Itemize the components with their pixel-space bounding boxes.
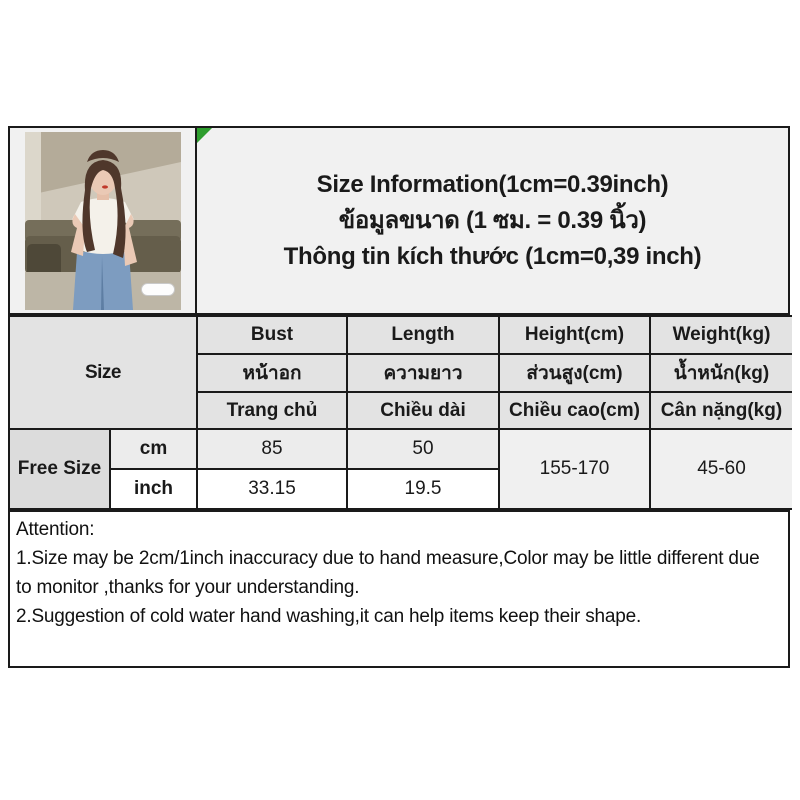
col-header-height-en: Height(cm) — [498, 315, 651, 355]
attention-heading: Attention: — [16, 519, 95, 540]
height-range-value: 155-170 — [498, 428, 651, 510]
attention-note-1: 1.Size may be 2cm/1inch inaccuracy due t… — [16, 548, 760, 598]
unit-label-cm: cm — [109, 428, 198, 470]
col-header-bust-th: หน้าอก — [197, 353, 348, 393]
col-header-height-th: ส่วนสูง(cm) — [498, 353, 651, 393]
length-inch-value: 19.5 — [346, 468, 499, 510]
bust-cm-value: 85 — [196, 428, 348, 470]
bust-inch-value: 33.15 — [196, 468, 348, 510]
attention-note-2: 2.Suggestion of cold water hand washing,… — [16, 606, 642, 627]
size-chart-panel: Size Information(1cm=0.39inch) ข้อมูลขนา… — [8, 126, 792, 668]
product-photo — [24, 131, 181, 310]
col-header-weight-th: น้ำหนัก(kg) — [649, 353, 792, 393]
unit-label-inch: inch — [110, 468, 198, 510]
green-corner-marker-icon — [197, 128, 212, 143]
weight-range-value: 45-60 — [649, 428, 792, 510]
title-thai: ข้อมูลขนาด (1 ซม. = 0.39 นิ้ว) — [338, 206, 647, 234]
col-header-length-vi: Chiều dài — [346, 391, 500, 430]
col-header-length-en: Length — [346, 315, 500, 355]
size-table: Size Bust Length Height(cm) Weight(kg) ห… — [10, 315, 792, 510]
title-vietnamese: Thông tin kích thước (1cm=0,39 inch) — [283, 242, 702, 270]
col-header-weight-en: Weight(kg) — [649, 315, 792, 355]
product-photo-cell — [10, 128, 197, 313]
row-label-free-size: Free Size — [10, 428, 111, 510]
col-header-length-th: ความยาว — [346, 353, 500, 393]
size-header-cell: Size — [10, 315, 198, 430]
col-header-weight-vi: Cân nặng(kg) — [649, 391, 792, 430]
attention-section: Attention: 1.Size may be 2cm/1inch inacc… — [10, 510, 788, 666]
col-header-bust-vi: Trang chủ — [197, 391, 348, 430]
title-block: Size Information(1cm=0.39inch) ข้อมูลขนา… — [197, 128, 788, 313]
col-header-height-vi: Chiều cao(cm) — [498, 391, 651, 430]
col-header-bust-en: Bust — [196, 315, 348, 355]
title-english: Size Information(1cm=0.39inch) — [316, 170, 669, 198]
photo-watermark-badge — [140, 282, 175, 296]
header-section: Size Information(1cm=0.39inch) ข้อมูลขนา… — [10, 128, 788, 315]
length-cm-value: 50 — [346, 428, 500, 470]
